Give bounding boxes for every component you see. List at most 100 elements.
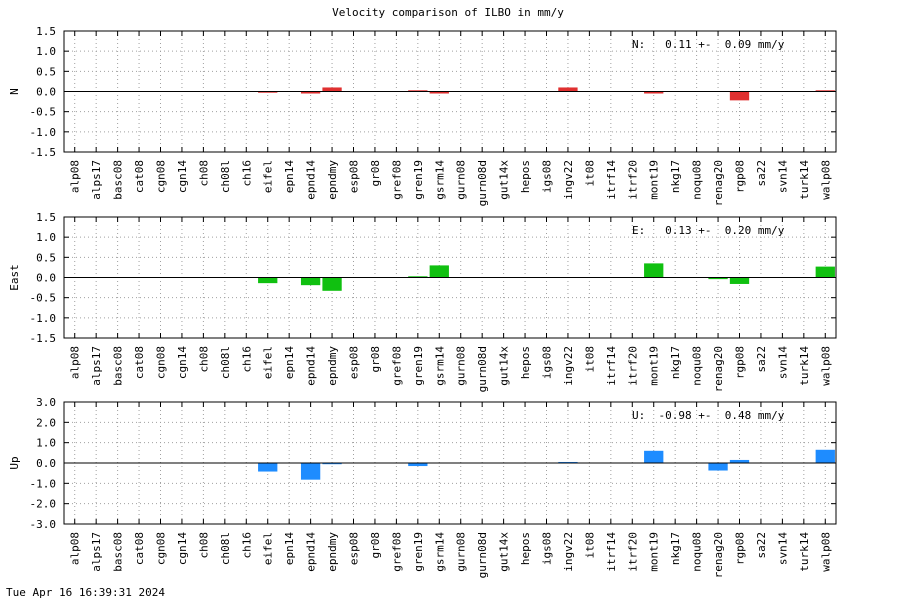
x-tick-label-sa22: sa22 <box>755 160 768 187</box>
x-tick-label-nkg17: nkg17 <box>669 160 682 193</box>
x-tick-label-rgp08: rgp08 <box>734 160 747 193</box>
x-tick-label-nkg17: nkg17 <box>669 346 682 379</box>
bar-epnd14 <box>300 463 321 480</box>
x-tick-label-svn14: svn14 <box>776 160 789 193</box>
x-tick-label-epn14: epn14 <box>283 160 296 193</box>
x-tick-label-cat08: cat08 <box>133 346 146 379</box>
x-tick-label-cgn14: cgn14 <box>176 160 189 193</box>
x-tick-label-cgn08: cgn08 <box>155 160 168 193</box>
x-tick-label-itrf20: itrf20 <box>626 160 639 200</box>
bar-gsrm14 <box>429 265 449 278</box>
y-tick-label: 1.0 <box>36 437 56 450</box>
x-tick-label-esp08: esp08 <box>348 160 361 193</box>
x-tick-label-esp08: esp08 <box>348 346 361 379</box>
x-tick-label-turk14: turk14 <box>798 532 811 572</box>
x-tick-label-cgn08: cgn08 <box>155 532 168 565</box>
x-tick-label-igs08: igs08 <box>541 532 554 565</box>
y-tick-label: 1.0 <box>36 231 56 244</box>
x-tick-label-gr08: gr08 <box>369 160 382 187</box>
x-tick-label-ingv22: ingv22 <box>562 160 575 200</box>
stats-annotation: E: 0.13 +- 0.20 mm/y <box>632 224 785 237</box>
y-axis-label: East <box>8 264 21 291</box>
bar-epndmy <box>322 277 342 291</box>
x-tick-label-gut14x: gut14x <box>498 160 511 200</box>
x-tick-label-sa22: sa22 <box>755 532 768 559</box>
x-tick-label-itrf20: itrf20 <box>626 346 639 386</box>
x-tick-label-turk14: turk14 <box>798 160 811 200</box>
y-tick-label: 0.5 <box>36 65 56 78</box>
x-tick-label-nkg17: nkg17 <box>669 532 682 565</box>
y-tick-label: 0.0 <box>36 272 56 285</box>
x-tick-label-epndmy: epndmy <box>326 160 339 200</box>
y-axis-label: Up <box>8 456 21 469</box>
x-tick-label-noqu08: noqu08 <box>691 160 704 200</box>
bar-walp08 <box>815 449 835 463</box>
x-tick-label-renag20: renag20 <box>712 346 725 392</box>
chart-panel-2: -3.0 -2.0 -1.0 0.0 1.0 2.0 3.0 alp08 alps17 basc0… <box>8 396 837 578</box>
x-tick-label-gut14x: gut14x <box>498 346 511 386</box>
y-tick-label: -1.5 <box>30 146 57 159</box>
bar-epnd14 <box>300 91 321 94</box>
bar-walp08 <box>815 266 835 278</box>
x-tick-label-alps17: alps17 <box>90 532 103 572</box>
stats-annotation: N: 0.11 +- 0.09 mm/y <box>632 38 785 51</box>
x-tick-label-cat08: cat08 <box>133 532 146 565</box>
bar-rgp08 <box>729 277 750 284</box>
x-tick-label-itrf20: itrf20 <box>626 532 639 572</box>
y-tick-label: -2.0 <box>30 498 57 511</box>
x-tick-label-basc08: basc08 <box>112 532 125 572</box>
x-tick-label-gref08: gref08 <box>390 532 403 572</box>
x-tick-label-epn14: epn14 <box>283 532 296 565</box>
stats-annotation: U: -0.98 +- 0.48 mm/y <box>632 409 785 422</box>
x-tick-label-noqu08: noqu08 <box>691 346 704 386</box>
x-tick-label-gref08: gref08 <box>390 160 403 200</box>
x-tick-label-it08: it08 <box>583 346 596 373</box>
x-tick-label-cgn14: cgn14 <box>176 346 189 379</box>
y-tick-label: 1.5 <box>36 25 56 38</box>
x-tick-label-gsrm14: gsrm14 <box>433 346 446 386</box>
x-tick-label-renag20: renag20 <box>712 160 725 206</box>
x-tick-label-ch16: ch16 <box>240 160 253 187</box>
x-tick-label-alps17: alps17 <box>90 346 103 386</box>
bar-gsrm14 <box>429 91 449 94</box>
x-tick-label-gref08: gref08 <box>390 346 403 386</box>
x-tick-label-turk14: turk14 <box>798 346 811 386</box>
y-tick-label: 0.5 <box>36 251 56 264</box>
x-tick-label-it08: it08 <box>583 532 596 559</box>
x-tick-label-gsrm14: gsrm14 <box>433 160 446 200</box>
x-tick-label-itrf14: itrf14 <box>605 346 618 386</box>
x-tick-label-eifel: eifel <box>262 346 275 379</box>
x-tick-label-mont19: mont19 <box>648 160 661 200</box>
x-tick-label-esp08: esp08 <box>348 532 361 565</box>
x-tick-label-gurn08d: gurn08d <box>476 160 489 206</box>
x-tick-label-epn14: epn14 <box>283 346 296 379</box>
y-tick-label: -0.5 <box>30 106 57 119</box>
bar-rgp08 <box>729 91 750 101</box>
x-tick-label-cgn14: cgn14 <box>176 532 189 565</box>
bar-walp08 <box>815 90 835 92</box>
x-tick-label-gren19: gren19 <box>412 160 425 200</box>
y-tick-label: -1.5 <box>30 332 57 345</box>
chart-title: Velocity comparison of ILBO in mm/y <box>332 6 564 19</box>
x-tick-label-ingv22: ingv22 <box>562 346 575 386</box>
x-tick-label-it08: it08 <box>583 160 596 187</box>
bar-mont19 <box>644 91 664 94</box>
y-tick-label: -1.0 <box>30 312 57 325</box>
x-tick-label-walp08: walp08 <box>819 346 832 386</box>
bar-rgp08 <box>729 459 750 463</box>
x-tick-label-gr08: gr08 <box>369 532 382 559</box>
x-tick-label-gren19: gren19 <box>412 346 425 386</box>
x-tick-label-mont19: mont19 <box>648 532 661 572</box>
x-tick-label-rgp08: rgp08 <box>734 532 747 565</box>
x-tick-label-ch08l: ch08l <box>219 346 232 379</box>
x-tick-label-basc08: basc08 <box>112 160 125 200</box>
x-tick-label-alp08: alp08 <box>69 346 82 379</box>
x-tick-label-gsrm14: gsrm14 <box>433 532 446 572</box>
x-tick-label-epnd14: epnd14 <box>305 160 318 200</box>
x-tick-label-ingv22: ingv22 <box>562 532 575 572</box>
chart-panel-1: -1.5 -1.0 -0.5 0.0 0.5 1.0 1.5 alp08 alps17 basc0… <box>8 211 837 392</box>
x-tick-label-cat08: cat08 <box>133 160 146 193</box>
bar-mont19 <box>644 450 664 463</box>
x-tick-label-gurn08: gurn08 <box>455 532 468 572</box>
bar-epndmy <box>322 463 342 465</box>
